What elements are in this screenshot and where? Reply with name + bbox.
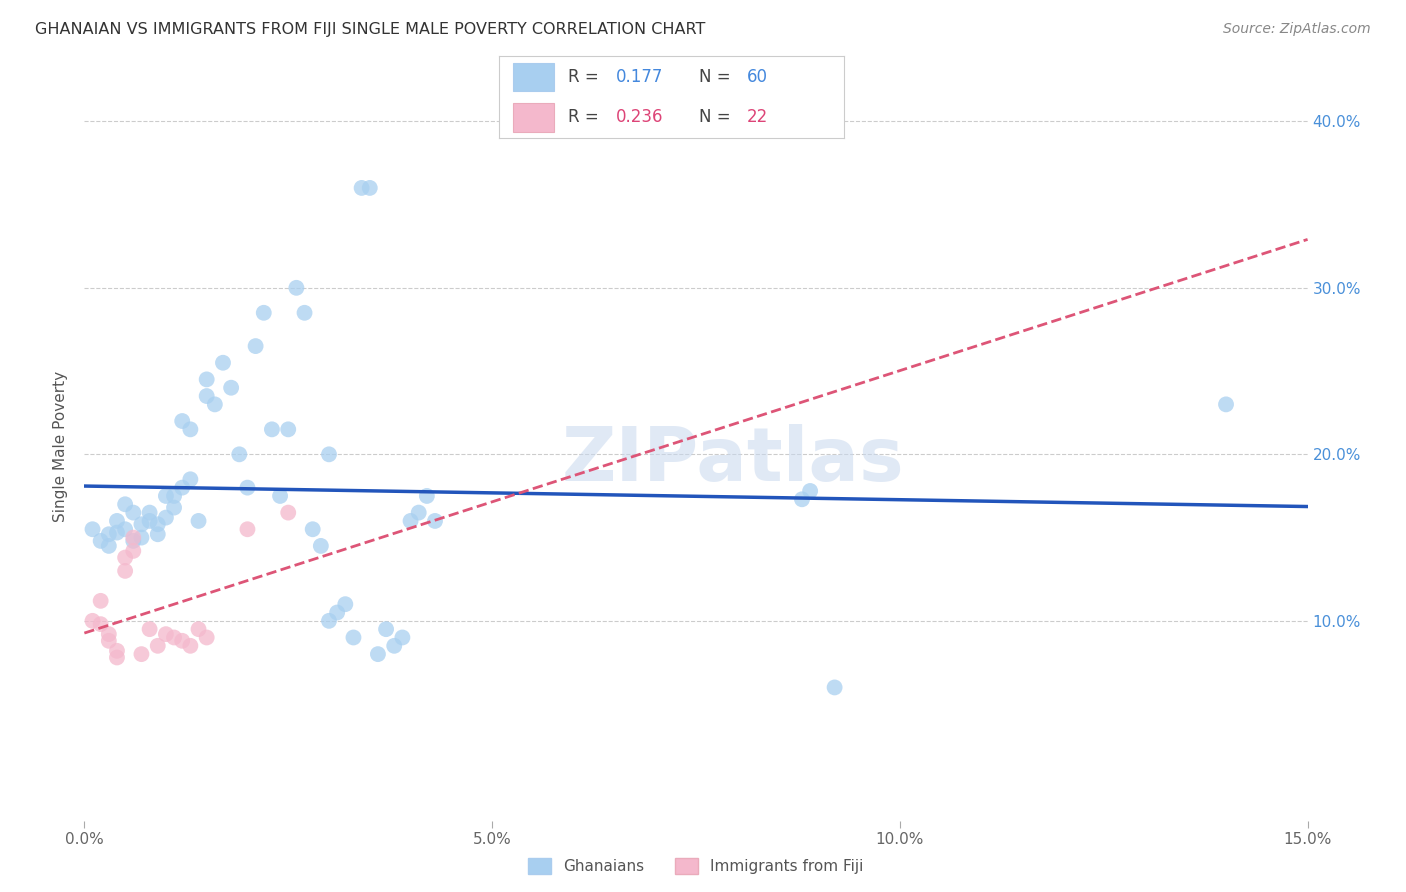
Point — [163, 500, 186, 515]
Point — [172, 633, 194, 648]
Point — [294, 306, 316, 320]
Point — [138, 622, 160, 636]
Text: 0.236: 0.236 — [616, 108, 664, 126]
Point — [236, 481, 259, 495]
Point — [253, 306, 276, 320]
Point — [195, 631, 218, 645]
Point — [82, 614, 104, 628]
Point — [114, 564, 136, 578]
Point — [212, 356, 235, 370]
Point — [204, 397, 226, 411]
Point — [122, 506, 145, 520]
Text: R =: R = — [568, 108, 605, 126]
Point — [350, 181, 373, 195]
Point — [122, 544, 145, 558]
Point — [367, 647, 389, 661]
Point — [195, 372, 218, 386]
Point — [824, 681, 846, 695]
Point — [155, 627, 177, 641]
Point — [1215, 397, 1237, 411]
Text: 22: 22 — [747, 108, 769, 126]
Point — [228, 447, 250, 461]
Text: 0.177: 0.177 — [616, 68, 664, 86]
FancyBboxPatch shape — [513, 103, 554, 132]
Point — [163, 489, 186, 503]
Point — [122, 533, 145, 548]
FancyBboxPatch shape — [513, 62, 554, 92]
Text: N =: N = — [699, 108, 735, 126]
Point — [277, 506, 299, 520]
Point — [790, 492, 813, 507]
Point — [277, 422, 299, 436]
Point — [105, 644, 128, 658]
Point — [260, 422, 283, 436]
Point — [318, 447, 340, 461]
Point — [172, 414, 194, 428]
Point — [155, 510, 177, 524]
Point — [335, 597, 357, 611]
Point — [391, 631, 413, 645]
Point — [90, 594, 112, 608]
Point — [179, 472, 201, 486]
Point — [172, 481, 194, 495]
Point — [114, 522, 136, 536]
Point — [97, 627, 120, 641]
Point — [799, 483, 821, 498]
Point — [105, 514, 128, 528]
Point — [195, 389, 218, 403]
Point — [146, 517, 169, 532]
Text: 60: 60 — [747, 68, 768, 86]
Text: R =: R = — [568, 68, 605, 86]
Point — [146, 527, 169, 541]
Point — [399, 514, 422, 528]
Point — [179, 639, 201, 653]
Point — [146, 639, 169, 653]
Point — [219, 381, 242, 395]
Point — [187, 514, 209, 528]
Point — [382, 639, 405, 653]
Point — [245, 339, 267, 353]
Point — [131, 517, 153, 532]
Point — [269, 489, 291, 503]
Point — [105, 650, 128, 665]
Point — [318, 614, 340, 628]
Point — [285, 281, 308, 295]
Point — [187, 622, 209, 636]
Text: Source: ZipAtlas.com: Source: ZipAtlas.com — [1223, 22, 1371, 37]
Point — [97, 633, 120, 648]
Point — [236, 522, 259, 536]
Point — [138, 506, 160, 520]
Point — [179, 422, 201, 436]
Point — [408, 506, 430, 520]
Point — [375, 622, 398, 636]
Point — [97, 539, 120, 553]
Point — [416, 489, 439, 503]
Point — [90, 617, 112, 632]
Point — [138, 514, 160, 528]
Point — [114, 550, 136, 565]
Point — [423, 514, 446, 528]
Text: GHANAIAN VS IMMIGRANTS FROM FIJI SINGLE MALE POVERTY CORRELATION CHART: GHANAIAN VS IMMIGRANTS FROM FIJI SINGLE … — [35, 22, 706, 37]
Point — [301, 522, 323, 536]
Point — [97, 527, 120, 541]
Text: N =: N = — [699, 68, 735, 86]
Point — [342, 631, 364, 645]
Y-axis label: Single Male Poverty: Single Male Poverty — [53, 370, 69, 522]
Point — [359, 181, 381, 195]
Point — [131, 531, 153, 545]
Point — [309, 539, 332, 553]
Point — [326, 606, 349, 620]
Text: ZIPatlas: ZIPatlas — [561, 425, 904, 498]
Point — [155, 489, 177, 503]
Legend: Ghanaians, Immigrants from Fiji: Ghanaians, Immigrants from Fiji — [522, 852, 870, 880]
Point — [90, 533, 112, 548]
Point — [105, 525, 128, 540]
Point — [163, 631, 186, 645]
Point — [114, 497, 136, 511]
Point — [131, 647, 153, 661]
Point — [122, 531, 145, 545]
Point — [82, 522, 104, 536]
